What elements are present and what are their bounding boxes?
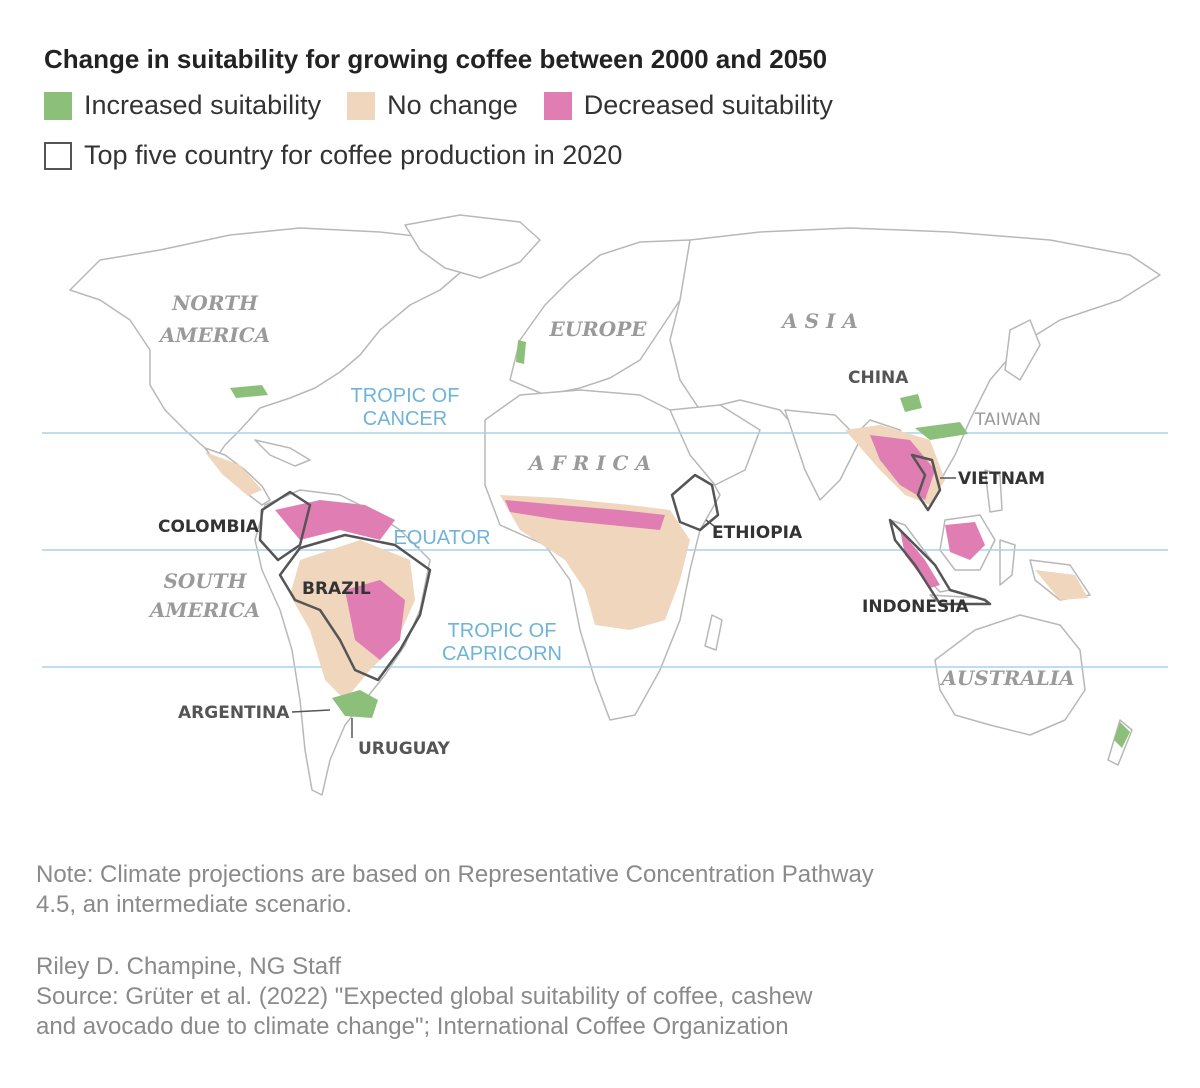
japan-shape xyxy=(1004,319,1041,381)
legend-label-increased: Increased suitability xyxy=(84,90,322,120)
ethiopia-label: ETHIOPIA xyxy=(712,523,803,543)
caribbean-shape xyxy=(254,439,311,467)
decreased-borneo xyxy=(945,522,985,560)
tropic-of-cancer-label-1: TROPIC OF xyxy=(351,385,460,407)
legend-label-top-five: Top five country for coffee production i… xyxy=(84,140,623,170)
tropic-of-capricorn-label-1: TROPIC OF xyxy=(448,620,557,642)
legend-outline-row: Top five country for coffee production i… xyxy=(44,140,648,171)
continent-labels: NORTH AMERICA EUROPE A S I A A F R I C A… xyxy=(148,291,1075,690)
note-line-2: 4.5, an intermediate scenario. xyxy=(36,891,353,918)
note: Note: Climate projections are based on R… xyxy=(36,860,1036,920)
taiwan-label: TAIWAN xyxy=(974,410,1041,430)
indonesia-label: INDONESIA xyxy=(862,597,970,617)
credit-line-1: Riley D. Champine, NG Staff xyxy=(36,953,342,980)
tropic-of-capricorn-label-2: CAPRICORN xyxy=(442,643,562,665)
world-map: TROPIC OF CANCER EQUATOR TROPIC OF CAPRI… xyxy=(42,214,1168,796)
brazil-label: BRAZIL xyxy=(302,579,371,599)
no-change-swatch xyxy=(347,91,376,120)
argentina-label: ARGENTINA xyxy=(178,703,290,723)
top-five-outlines xyxy=(258,453,992,682)
indonesia-outline xyxy=(888,518,992,606)
leader-lines xyxy=(291,477,956,738)
increased-europe xyxy=(516,340,526,364)
increased-north-america xyxy=(230,385,268,398)
latitude-labels: TROPIC OF CANCER EQUATOR TROPIC OF CAPRI… xyxy=(351,385,562,665)
legend-label-no-change: No change xyxy=(387,90,518,120)
credit: Riley D. Champine, NG Staff Source: Grüt… xyxy=(36,952,1036,1042)
vietnam-label: VIETNAM xyxy=(958,469,1045,489)
north-america-label-2: AMERICA xyxy=(158,323,270,347)
no-change-africa xyxy=(500,495,690,630)
tropic-of-cancer-label-2: CANCER xyxy=(363,408,447,430)
europe-label: EUROPE xyxy=(548,317,647,341)
source-line-2: and avocado due to climate change"; Inte… xyxy=(36,1013,789,1040)
arabia-shape xyxy=(669,404,761,486)
increased-south-china xyxy=(915,422,968,440)
increased-argentina xyxy=(332,690,378,718)
no-change-central-america xyxy=(205,452,262,496)
legend-label-decreased: Decreased suitability xyxy=(583,90,833,120)
uruguay-label: URUGUAY xyxy=(358,739,450,759)
colombia-outline xyxy=(258,490,312,562)
decreased-africa-belt xyxy=(505,500,665,530)
madagascar-shape xyxy=(704,614,723,651)
africa-label: A F R I C A xyxy=(527,451,651,475)
legend-item-top-five: Top five country for coffee production i… xyxy=(44,140,622,171)
decreased-brazil xyxy=(345,580,405,660)
increased-new-zealand xyxy=(1114,722,1130,748)
south-america-label-1: SOUTH xyxy=(163,569,247,593)
increased-china xyxy=(900,394,922,412)
map-title: Change in suitability for growing coffee… xyxy=(44,44,828,74)
colombia-label: COLOMBIA xyxy=(158,517,260,537)
decreased-southeast-asia xyxy=(870,435,935,500)
asia-label: A S I A xyxy=(780,309,858,333)
philippines-shape xyxy=(984,469,1003,513)
legend-item-decreased: Decreased suitability xyxy=(543,90,833,121)
north-america-label-1: NORTH xyxy=(171,291,259,315)
note-line-1: Note: Climate projections are based on R… xyxy=(36,861,874,888)
vietnam-outline xyxy=(910,453,942,512)
argentina-leader xyxy=(291,709,331,713)
legend: Increased suitability No change Decrease… xyxy=(44,90,859,121)
suitability-increased xyxy=(230,340,1130,748)
ethiopia-outline xyxy=(670,473,720,532)
australia-shape xyxy=(934,614,1086,736)
country-labels: CHINA TAIWAN VIETNAM COLOMBIA ETHIOPIA B… xyxy=(158,368,1045,759)
equator-label: EQUATOR xyxy=(393,527,490,549)
source-line-1: Source: Grüter et al. (2022) "Expected g… xyxy=(36,983,813,1010)
ethiopia-leader xyxy=(705,519,715,527)
north-america-shape xyxy=(69,227,476,461)
decreased-swatch xyxy=(543,91,572,120)
south-america-label-2: AMERICA xyxy=(148,598,260,622)
legend-item-increased: Increased suitability xyxy=(44,90,321,121)
legend-item-no-change: No change xyxy=(347,90,518,121)
sulawesi-shape xyxy=(999,539,1016,586)
china-label: CHINA xyxy=(848,368,909,388)
top-five-swatch xyxy=(44,141,72,170)
greenland-shape xyxy=(404,214,541,279)
brazil-outline xyxy=(278,533,432,682)
decreased-sumatra xyxy=(900,530,940,588)
no-change-indonesia xyxy=(1035,570,1088,600)
increased-swatch xyxy=(44,91,72,120)
australia-label: AUSTRALIA xyxy=(939,666,1074,690)
